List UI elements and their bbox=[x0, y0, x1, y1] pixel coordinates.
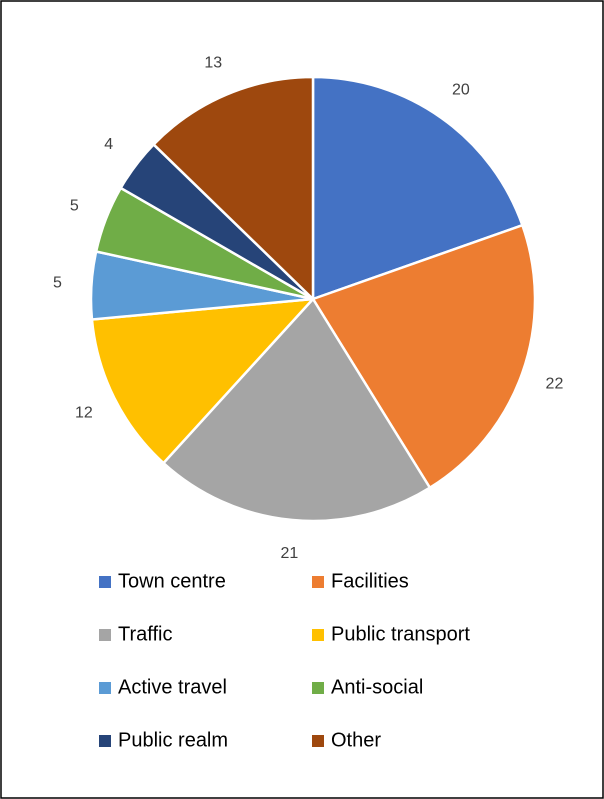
legend-swatch bbox=[312, 576, 324, 588]
data-label: 5 bbox=[70, 198, 79, 215]
data-label: 4 bbox=[104, 136, 113, 153]
legend-swatch bbox=[312, 629, 324, 641]
legend-swatch bbox=[312, 682, 324, 694]
data-label: 5 bbox=[53, 274, 62, 291]
pie-slice bbox=[90, 297, 317, 465]
data-label: 13 bbox=[204, 54, 222, 71]
legend-label: Other bbox=[331, 729, 381, 751]
pie-slice bbox=[151, 75, 315, 302]
data-label: 22 bbox=[546, 375, 564, 392]
legend-label: Traffic bbox=[118, 623, 172, 645]
pie-slice bbox=[311, 223, 537, 490]
legend-label: Active travel bbox=[118, 676, 227, 698]
legend-label: Facilities bbox=[331, 570, 409, 592]
legend-label: Anti-social bbox=[331, 676, 423, 698]
legend-swatch bbox=[312, 735, 324, 747]
legend-swatch bbox=[99, 682, 111, 694]
legend-swatch bbox=[99, 735, 111, 747]
legend-label: Public realm bbox=[118, 729, 228, 751]
legend-label: Public transport bbox=[331, 623, 470, 645]
data-label: 12 bbox=[75, 404, 93, 421]
data-label: 20 bbox=[452, 81, 470, 98]
legend-swatch bbox=[99, 629, 111, 641]
legend-swatch bbox=[99, 576, 111, 588]
legend-label: Town centre bbox=[118, 570, 226, 592]
pie-slice bbox=[161, 296, 432, 523]
data-label: 21 bbox=[280, 545, 298, 562]
